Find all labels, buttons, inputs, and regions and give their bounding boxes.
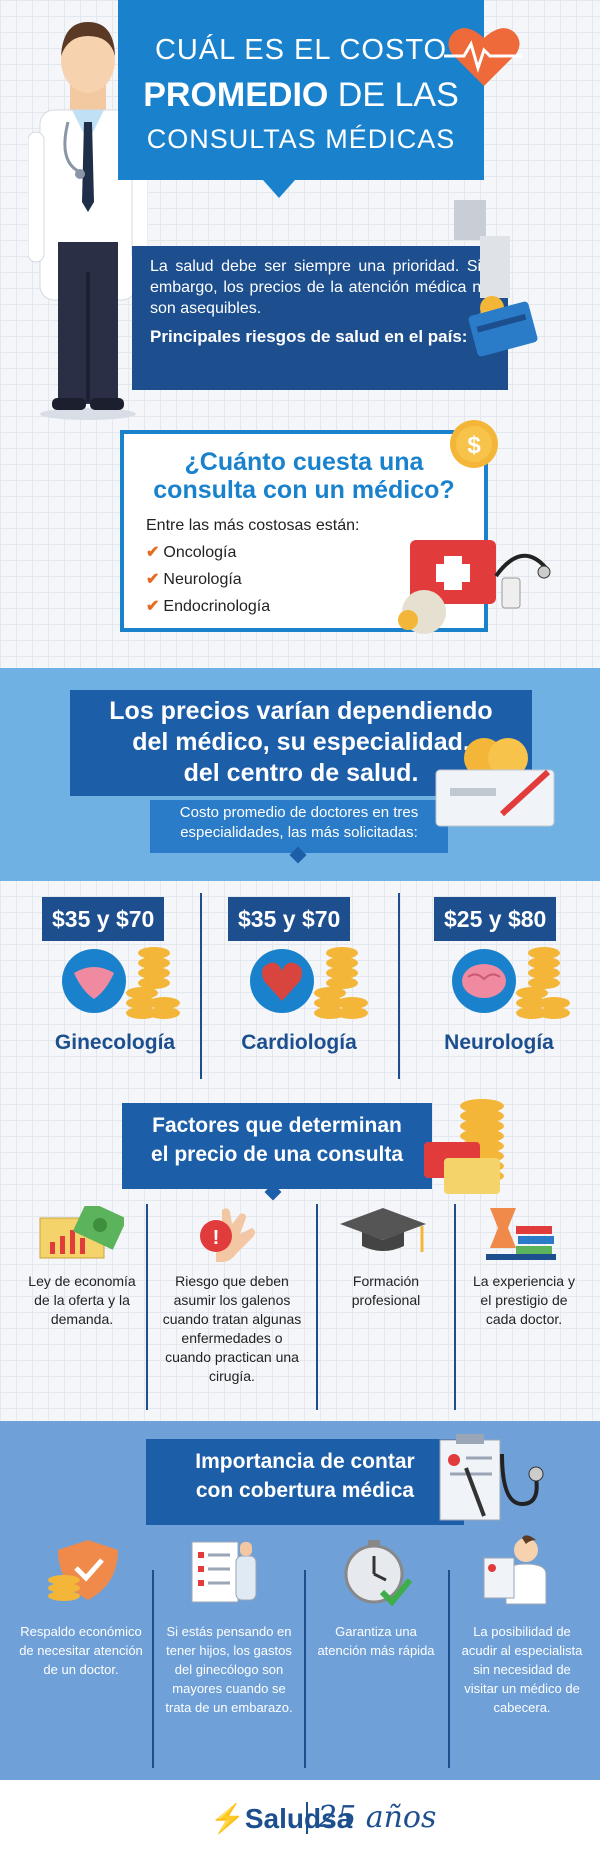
check-icon: ✔ (146, 571, 160, 588)
specialty-column-neurology: $25 y $80 Neurología (414, 897, 584, 1077)
costly-lead: Entre las más costosas están: (146, 517, 360, 534)
check-icon: ✔ (146, 598, 160, 615)
divider (316, 1204, 318, 1410)
uterus-icon (62, 947, 180, 1019)
dollar-coin-icon: $ (450, 420, 498, 468)
header-title-box: CUÁL ES EL COSTO PROMEDIO DE LAS CONSULT… (118, 0, 484, 198)
coins-and-cards-icon (424, 1099, 504, 1194)
svg-text:!: ! (213, 1227, 220, 1249)
factor-training: Formación profesional (351, 1273, 421, 1308)
intro-risks: Principales riesgos de salud en el país: (150, 327, 468, 346)
divider (152, 1570, 154, 1768)
brand-logo: ⚡Saludsa (210, 1803, 353, 1834)
medical-kit-icon (398, 540, 551, 634)
divider (146, 1204, 148, 1410)
footer: ⚡Saludsa 25 años (0, 1780, 600, 1855)
divider (398, 893, 400, 1079)
money-chart-icon (39, 1206, 124, 1259)
specialty-name: Cardiología (241, 1031, 357, 1054)
list-item: ✔ Oncología (146, 544, 237, 561)
list-item: ✔ Endocrinología (146, 598, 271, 615)
shield-coins-icon (48, 1540, 118, 1601)
header-line-1: CUÁL ES EL COSTO (154, 34, 448, 66)
heart-pulse-icon (444, 28, 522, 86)
specialty-name: Ginecología (54, 1031, 176, 1054)
factor-economy: Ley de economía de la oferta y la demanda. (28, 1273, 136, 1327)
clipboard-stethoscope-icon (439, 1434, 544, 1521)
brain-icon (452, 947, 570, 1019)
svg-text:$: $ (467, 432, 481, 459)
intro-box: La salud debe ser siempre una prioridad.… (132, 246, 508, 390)
divider (304, 1570, 306, 1768)
footer-separator (306, 1802, 308, 1834)
price-badge: $25 y $80 (434, 897, 557, 941)
costly-specialties-list: Entre las más costosas están: ✔ Oncología… (146, 512, 359, 620)
coverage-specialist-access: La posibilidad de acudir al especialista s… (461, 1624, 583, 1715)
brand-mark-icon: ⚡ (210, 1803, 245, 1834)
list-item: ✔ Neurología (146, 571, 242, 588)
coins-and-cheque-icon (435, 738, 555, 827)
coverage-pregnancy: Si estás pensando en tener hijos, los gas… (165, 1624, 293, 1715)
specialty-column-gynecology: $35 y $70 Ginecología (30, 897, 200, 1077)
factors-title-box: Factores que determinan el precio de una… (122, 1103, 432, 1189)
coverage-financial-backing: Respaldo económico de necesitar atención d… (19, 1624, 143, 1677)
doctor-clipboard-icon (483, 1535, 547, 1605)
header-line-3: CONSULTAS MÉDICAS (146, 124, 456, 154)
price-badge: $35 y $70 (228, 897, 351, 941)
divider (448, 1570, 450, 1768)
divider (200, 893, 202, 1079)
doctor-illustration (28, 22, 148, 420)
factor-experience: La experiencia y el prestigio de cada doct… (473, 1273, 575, 1327)
cost-question-title: ¿Cuánto cuesta una consulta con un médic… (153, 448, 455, 504)
coverage-faster-care: Garantiza una atención más rápida (317, 1624, 435, 1658)
header-line-2: PROMEDIO DE LAS (143, 76, 459, 114)
divider (454, 1204, 456, 1410)
graduation-cap-icon (340, 1208, 426, 1252)
specialty-name: Neurología (444, 1031, 554, 1054)
checklist-baby-bottle-icon (191, 1541, 257, 1603)
warning-hand-icon: ! (200, 1208, 255, 1262)
intro-text: La salud debe ser siempre una prioridad.… (150, 258, 490, 317)
prices-subtitle: Costo promedio de doctores en tres espec… (150, 800, 448, 853)
heart-organ-icon (250, 947, 368, 1019)
check-icon: ✔ (146, 544, 160, 561)
anniversary-text: 25 años (318, 1800, 437, 1835)
specialty-column-cardiology: $35 y $70 Cardiología (214, 897, 384, 1077)
factor-risk: Riesgo que deben asumir los galenos cuando… (162, 1273, 302, 1384)
bills-and-card-icon (454, 200, 538, 357)
books-hourglass-icon (486, 1208, 556, 1260)
clock-check-icon (344, 1540, 412, 1606)
price-badge: $35 y $70 (42, 897, 165, 941)
coverage-title-box: Importancia de contar con cobertura médi… (146, 1439, 464, 1525)
